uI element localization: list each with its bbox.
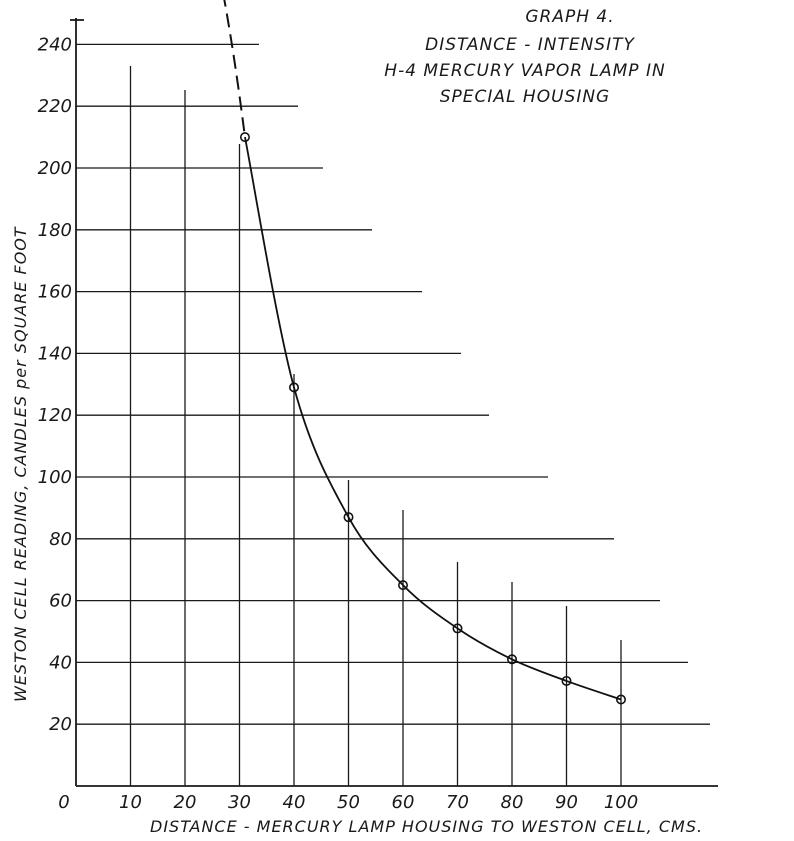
y-tick-label-40: 40 xyxy=(49,652,72,673)
y-axis-label: WESTON CELL READING, CANDLES per SQUARE … xyxy=(11,226,30,702)
chart-title: GRAPH 4. DISTANCE - INTENSITY H-4 MERCUR… xyxy=(384,7,665,107)
y-tick-label-80: 80 xyxy=(49,529,72,550)
data-point-70 xyxy=(452,623,463,634)
x-axis-label: DISTANCE - MERCURY LAMP HOUSING TO WESTO… xyxy=(150,817,703,836)
title-line-3: H-4 MERCURY VAPOR LAMP IN xyxy=(384,61,665,81)
axes xyxy=(70,18,718,787)
y-tick-label-160: 160 xyxy=(38,282,72,303)
x-tick-label-0: 0 xyxy=(58,792,69,813)
data-point-40 xyxy=(288,382,299,393)
data-point-50 xyxy=(343,512,354,523)
data-point-100 xyxy=(615,694,626,705)
y-tick-label-60: 60 xyxy=(49,591,72,612)
x-tick-label-10: 10 xyxy=(119,792,142,813)
title-line-1: GRAPH 4. xyxy=(525,7,614,27)
data-point-31 xyxy=(239,132,250,143)
y-tick-label-180: 180 xyxy=(38,220,72,241)
data-point-60 xyxy=(397,580,408,591)
x-tick-label-20: 20 xyxy=(174,792,197,813)
y-tick-label-240: 240 xyxy=(38,34,72,55)
y-tick-label-220: 220 xyxy=(38,96,72,117)
y-tick-label-100: 100 xyxy=(38,467,72,488)
grid-lines xyxy=(76,43,710,786)
extrapolation-line xyxy=(223,0,246,138)
x-tick-label-30: 30 xyxy=(228,792,251,813)
y-tick-label-120: 120 xyxy=(38,405,72,426)
title-line-2: DISTANCE - INTENSITY xyxy=(425,35,635,55)
data-points xyxy=(239,132,626,705)
x-tick-label-80: 80 xyxy=(501,792,524,813)
y-tick-label-200: 200 xyxy=(38,158,72,179)
data-point-90 xyxy=(561,675,572,686)
x-tick-label-70: 70 xyxy=(446,792,469,813)
series-line xyxy=(244,136,622,701)
x-tick-label-40: 40 xyxy=(283,792,306,813)
y-tick-label-140: 140 xyxy=(38,343,72,364)
title-line-4: SPECIAL HOUSING xyxy=(440,87,610,107)
x-tick-label-50: 50 xyxy=(337,792,360,813)
data-point-80 xyxy=(506,654,517,665)
x-tick-label-90: 90 xyxy=(555,792,578,813)
tick-labels: 0 10 20 30 40 50 60 70 80 90 100 20 40 60 80 100 120 140 1… xyxy=(38,34,639,813)
y-tick-label-20: 20 xyxy=(49,714,72,735)
x-tick-label-100: 100 xyxy=(604,792,638,813)
x-tick-label-60: 60 xyxy=(392,792,415,813)
